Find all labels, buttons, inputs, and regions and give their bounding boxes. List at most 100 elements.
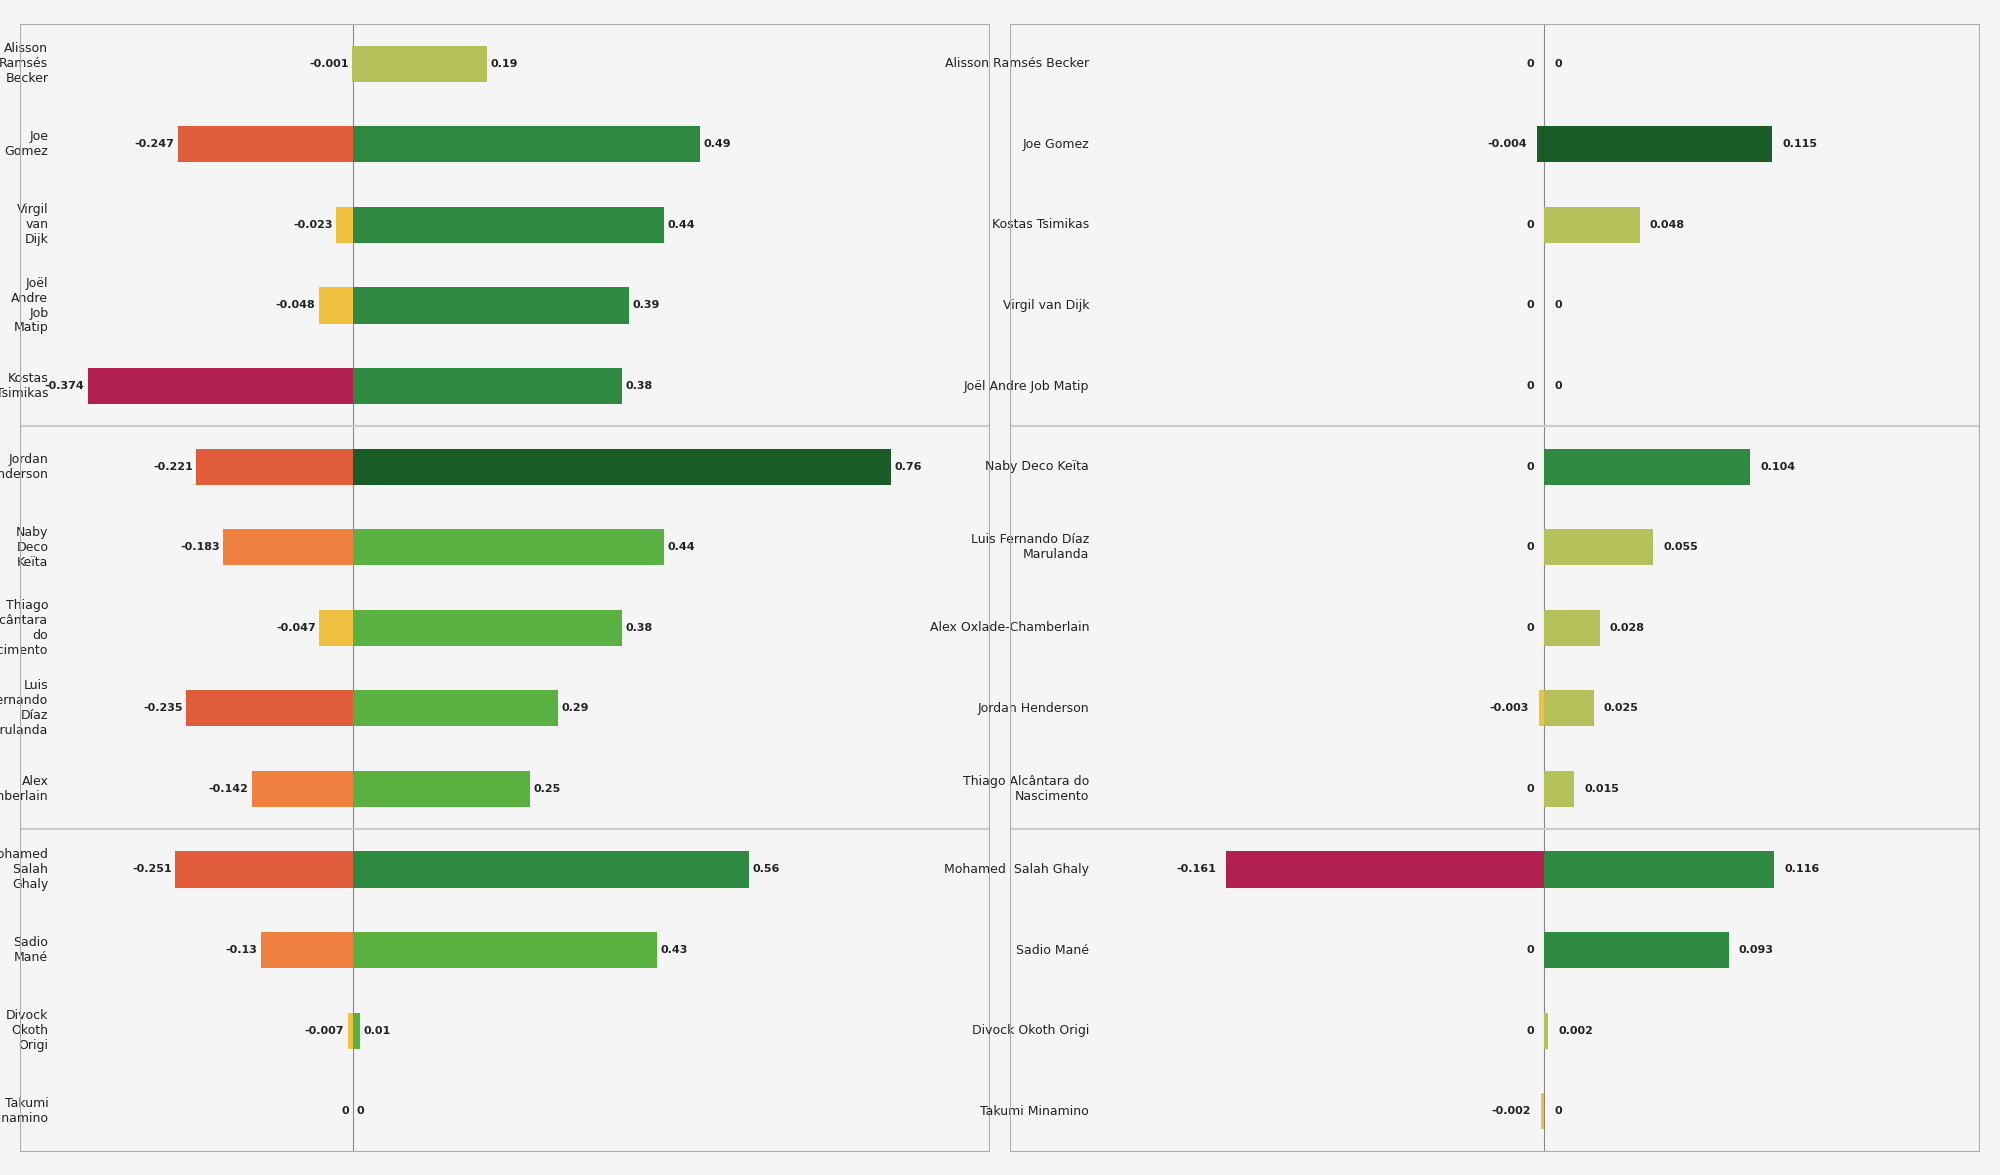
Text: 0.49: 0.49 <box>704 140 730 149</box>
Bar <box>178 126 352 162</box>
Text: 0.38: 0.38 <box>626 381 652 391</box>
Bar <box>186 690 352 726</box>
Bar <box>1540 1093 1544 1129</box>
Text: Mohamed  Salah Ghaly: Mohamed Salah Ghaly <box>0 848 48 891</box>
Text: 0: 0 <box>1526 1026 1534 1035</box>
Bar <box>352 449 890 485</box>
Text: -0.048: -0.048 <box>276 301 316 310</box>
Text: Joël Andre Job Matip: Joël Andre Job Matip <box>12 276 48 335</box>
Text: Sadio Mané: Sadio Mané <box>14 936 48 963</box>
Bar <box>196 449 352 485</box>
Text: 0.44: 0.44 <box>668 542 696 552</box>
Text: 0: 0 <box>1526 462 1534 471</box>
Bar <box>352 852 750 887</box>
Text: Alisson Ramsés Becker: Alisson Ramsés Becker <box>946 58 1090 70</box>
Bar <box>348 1013 352 1049</box>
Text: Divock Okoth Origi: Divock Okoth Origi <box>6 1009 48 1052</box>
Text: 0: 0 <box>356 1106 364 1116</box>
Text: Joe Gomez: Joe Gomez <box>1022 137 1090 150</box>
Text: Naby Deco Keïta: Naby Deco Keïta <box>16 525 48 569</box>
Bar <box>1544 207 1640 243</box>
Text: 0: 0 <box>1554 1106 1562 1116</box>
Bar <box>1544 932 1728 968</box>
Text: -0.142: -0.142 <box>208 784 248 794</box>
Bar <box>260 932 352 968</box>
Text: 0.116: 0.116 <box>1784 865 1820 874</box>
Bar <box>1544 852 1774 887</box>
Bar <box>352 126 700 162</box>
Text: 0.43: 0.43 <box>660 945 688 955</box>
Bar <box>224 529 352 565</box>
Text: Alex Oxlade-Chamberlain: Alex Oxlade-Chamberlain <box>930 622 1090 634</box>
Text: 0: 0 <box>1526 59 1534 69</box>
Text: 0.002: 0.002 <box>1558 1026 1594 1035</box>
Text: -0.374: -0.374 <box>44 381 84 391</box>
Text: 0: 0 <box>1526 220 1534 230</box>
Bar <box>352 932 658 968</box>
Text: 0: 0 <box>1526 542 1534 552</box>
Text: Takumi Minamino: Takumi Minamino <box>980 1104 1090 1117</box>
Text: 0: 0 <box>1554 59 1562 69</box>
Text: 0.104: 0.104 <box>1760 462 1796 471</box>
Text: Kostas Tsimikas: Kostas Tsimikas <box>0 372 48 400</box>
Bar <box>352 368 622 404</box>
Text: 0: 0 <box>1554 301 1562 310</box>
Text: Thiago Alcântara do
Nascimento: Thiago Alcântara do Nascimento <box>962 776 1090 803</box>
Text: Naby Deco Keïta: Naby Deco Keïta <box>986 461 1090 474</box>
Text: 0.76: 0.76 <box>894 462 922 471</box>
Text: -0.13: -0.13 <box>226 945 258 955</box>
Bar <box>1544 690 1594 726</box>
Bar <box>176 852 352 887</box>
Bar <box>352 529 664 565</box>
Text: 0.093: 0.093 <box>1738 945 1774 955</box>
Text: 0.048: 0.048 <box>1650 220 1684 230</box>
Bar <box>252 771 352 807</box>
Text: 0.19: 0.19 <box>490 59 518 69</box>
Text: -0.247: -0.247 <box>134 140 174 149</box>
Text: Takumi Minamino: Takumi Minamino <box>0 1097 48 1126</box>
Bar <box>352 690 558 726</box>
Bar <box>1544 126 1772 162</box>
Text: Sadio Mané: Sadio Mané <box>1016 944 1090 956</box>
Text: Kostas Tsimikas: Kostas Tsimikas <box>992 219 1090 231</box>
Bar <box>1544 610 1600 646</box>
Text: -0.183: -0.183 <box>180 542 220 552</box>
Text: Joël Andre Job Matip: Joël Andre Job Matip <box>964 380 1090 392</box>
Text: -0.251: -0.251 <box>132 865 172 874</box>
Text: -0.221: -0.221 <box>154 462 192 471</box>
Text: 0.115: 0.115 <box>1782 140 1818 149</box>
Text: -0.001: -0.001 <box>310 59 348 69</box>
Bar <box>1536 126 1544 162</box>
Text: 0.56: 0.56 <box>752 865 780 874</box>
Text: -0.002: -0.002 <box>1492 1106 1530 1116</box>
Text: -0.047: -0.047 <box>276 623 316 633</box>
Text: Alisson Ramsés Becker: Alisson Ramsés Becker <box>0 42 48 86</box>
Bar <box>352 1013 360 1049</box>
Text: Thiago Alcântara do
Nascimento: Thiago Alcântara do Nascimento <box>0 599 48 657</box>
Text: Virgil van Dijk: Virgil van Dijk <box>1002 298 1090 313</box>
Bar <box>1544 1013 1548 1049</box>
Text: -0.004: -0.004 <box>1488 140 1526 149</box>
Text: 0: 0 <box>1526 623 1534 633</box>
Bar <box>352 771 530 807</box>
Text: -0.161: -0.161 <box>1176 865 1216 874</box>
Bar <box>88 368 352 404</box>
Text: 0: 0 <box>1526 381 1534 391</box>
Text: 0.025: 0.025 <box>1604 704 1638 713</box>
Bar <box>1544 771 1574 807</box>
Text: Luis Fernando Díaz
Marulanda: Luis Fernando Díaz Marulanda <box>970 533 1090 562</box>
Text: Jordan Henderson: Jordan Henderson <box>978 701 1090 714</box>
Text: 0: 0 <box>342 1106 350 1116</box>
Bar <box>1544 529 1654 565</box>
Text: Jordan Henderson: Jordan Henderson <box>0 452 48 481</box>
Text: 0: 0 <box>1554 381 1562 391</box>
Bar <box>318 288 352 323</box>
Text: 0: 0 <box>1526 784 1534 794</box>
Bar <box>1226 852 1544 887</box>
Bar <box>1010 24 1980 1152</box>
Text: Mohamed  Salah Ghaly: Mohamed Salah Ghaly <box>944 862 1090 877</box>
Text: 0.39: 0.39 <box>632 301 660 310</box>
Bar <box>352 46 488 82</box>
Text: 0.015: 0.015 <box>1584 784 1618 794</box>
Text: 0.44: 0.44 <box>668 220 696 230</box>
